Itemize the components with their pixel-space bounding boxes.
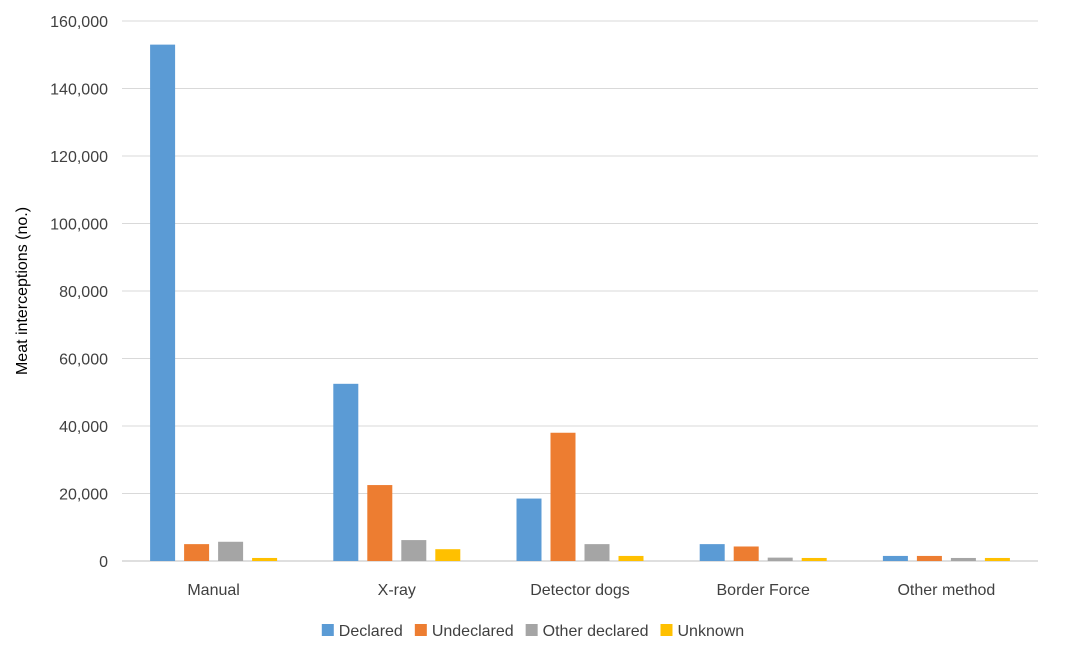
- bar: [435, 549, 461, 561]
- bar: [984, 557, 1010, 561]
- bar: [218, 541, 244, 561]
- y-tick-label: 140,000: [50, 82, 108, 99]
- bar: [584, 544, 610, 561]
- legend-swatch: [321, 624, 334, 636]
- bar: [252, 557, 278, 561]
- x-tick-label: Detector dogs: [530, 582, 630, 599]
- bar: [367, 485, 393, 561]
- bar: [550, 432, 576, 561]
- x-tick-label: Border Force: [717, 582, 810, 599]
- legend-label: Other declared: [543, 623, 649, 640]
- y-axis-title: Meat interceptions (no.): [14, 207, 31, 375]
- bar: [401, 540, 427, 561]
- legend-swatch: [525, 624, 538, 636]
- bar: [516, 498, 542, 561]
- bar: [767, 557, 793, 561]
- legend-label: Unknown: [678, 623, 745, 640]
- legend-label: Declared: [339, 623, 403, 640]
- x-tick-label: Other method: [897, 582, 995, 599]
- legend-swatch: [660, 624, 673, 636]
- bars: [150, 44, 1010, 561]
- legend: Declared Undeclared Other declared Unknown: [321, 623, 745, 640]
- x-axis-ticks: Manual X-ray Detector dogs Border Force Othe…: [187, 582, 995, 599]
- x-tick-label: X-ray: [378, 582, 416, 599]
- gridlines: [122, 20, 1038, 562]
- bar: [699, 544, 725, 561]
- y-tick-label: 160,000: [50, 14, 108, 31]
- y-tick-label: 40,000: [59, 419, 108, 436]
- bar: [618, 555, 644, 561]
- y-axis-ticks: 0 20,000 40,000 60,000 80,000 100,000 120,000 1…: [50, 14, 108, 571]
- bar: [801, 557, 827, 561]
- y-tick-label: 100,000: [50, 217, 108, 234]
- bar: [184, 544, 210, 561]
- y-tick-label: 0: [99, 554, 108, 571]
- y-tick-label: 60,000: [59, 352, 108, 369]
- y-tick-label: 120,000: [50, 149, 108, 166]
- y-tick-label: 80,000: [59, 284, 108, 301]
- x-tick-label: Manual: [187, 582, 239, 599]
- bar: [916, 555, 942, 561]
- y-tick-label: 20,000: [59, 487, 108, 504]
- bar: [882, 555, 908, 561]
- bar: [150, 44, 176, 561]
- bar: [950, 557, 976, 561]
- legend-label: Undeclared: [432, 623, 514, 640]
- bar: [333, 383, 359, 561]
- legend-swatch: [414, 624, 427, 636]
- bar: [733, 546, 759, 561]
